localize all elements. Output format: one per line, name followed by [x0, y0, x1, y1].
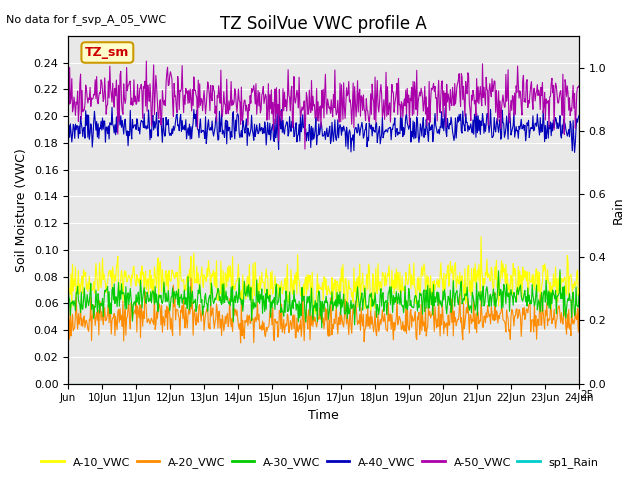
- Y-axis label: Rain: Rain: [612, 196, 625, 224]
- A-30_VWC: [463, 293, 470, 299]
- A-30_VWC: [226, 299, 234, 304]
- A-50_VWC: [463, 91, 471, 96]
- A-10_VWC: [463, 295, 470, 300]
- A-30_VWC: [208, 287, 216, 292]
- sp1_Rain: [462, 381, 470, 386]
- A-20_VWC: [401, 328, 409, 334]
- Text: TZ_sm: TZ_sm: [85, 46, 129, 59]
- Line: A-10_VWC: A-10_VWC: [68, 237, 579, 317]
- sp1_Rain: [208, 381, 216, 386]
- Legend: A-10_VWC, A-20_VWC, A-30_VWC, A-40_VWC, A-50_VWC, sp1_Rain: A-10_VWC, A-20_VWC, A-30_VWC, A-40_VWC, …: [37, 452, 603, 472]
- A-50_VWC: [190, 74, 198, 80]
- A-40_VWC: [209, 129, 217, 135]
- A-10_VWC: [526, 277, 534, 283]
- A-50_VWC: [526, 90, 534, 96]
- A-50_VWC: [64, 91, 72, 97]
- A-40_VWC: [463, 120, 470, 125]
- Text: 25: 25: [580, 390, 594, 400]
- sp1_Rain: [189, 381, 197, 386]
- A-50_VWC: [143, 58, 150, 64]
- A-10_VWC: [189, 267, 197, 273]
- A-50_VWC: [575, 83, 583, 89]
- A-40_VWC: [571, 149, 579, 155]
- A-20_VWC: [237, 340, 244, 346]
- A-20_VWC: [575, 306, 583, 312]
- A-40_VWC: [575, 113, 583, 119]
- Line: A-50_VWC: A-50_VWC: [68, 61, 579, 149]
- A-20_VWC: [227, 315, 234, 321]
- A-50_VWC: [209, 83, 217, 88]
- A-30_VWC: [525, 292, 533, 298]
- Title: TZ SoilVue VWC profile A: TZ SoilVue VWC profile A: [220, 15, 427, 33]
- A-10_VWC: [208, 274, 216, 280]
- A-20_VWC: [209, 305, 217, 311]
- X-axis label: Time: Time: [308, 409, 339, 422]
- A-10_VWC: [401, 285, 408, 290]
- sp1_Rain: [525, 381, 532, 386]
- A-10_VWC: [477, 234, 485, 240]
- A-50_VWC: [227, 99, 234, 105]
- sp1_Rain: [400, 381, 408, 386]
- A-30_VWC: [401, 302, 408, 308]
- A-20_VWC: [463, 310, 471, 316]
- A-30_VWC: [556, 267, 564, 273]
- A-20_VWC: [526, 300, 534, 306]
- A-40_VWC: [525, 135, 533, 141]
- A-40_VWC: [64, 126, 72, 132]
- Y-axis label: Soil Moisture (VWC): Soil Moisture (VWC): [15, 148, 28, 272]
- A-50_VWC: [301, 146, 308, 152]
- Line: A-20_VWC: A-20_VWC: [68, 278, 579, 343]
- Text: No data for f_svp_A_05_VWC: No data for f_svp_A_05_VWC: [6, 14, 166, 25]
- A-50_VWC: [401, 103, 409, 109]
- Line: A-30_VWC: A-30_VWC: [68, 270, 579, 328]
- Line: A-40_VWC: A-40_VWC: [68, 108, 579, 152]
- A-30_VWC: [318, 325, 326, 331]
- A-30_VWC: [189, 300, 197, 306]
- sp1_Rain: [575, 381, 583, 386]
- A-30_VWC: [575, 292, 583, 298]
- A-30_VWC: [64, 283, 72, 289]
- A-20_VWC: [64, 320, 72, 326]
- sp1_Rain: [64, 381, 72, 386]
- A-20_VWC: [190, 310, 198, 316]
- sp1_Rain: [226, 381, 234, 386]
- A-40_VWC: [190, 107, 198, 112]
- A-40_VWC: [227, 137, 234, 143]
- A-10_VWC: [333, 314, 340, 320]
- A-10_VWC: [575, 285, 583, 291]
- A-40_VWC: [401, 132, 408, 138]
- A-10_VWC: [226, 274, 234, 280]
- A-20_VWC: [187, 275, 195, 281]
- A-40_VWC: [108, 105, 116, 110]
- A-10_VWC: [64, 263, 72, 269]
